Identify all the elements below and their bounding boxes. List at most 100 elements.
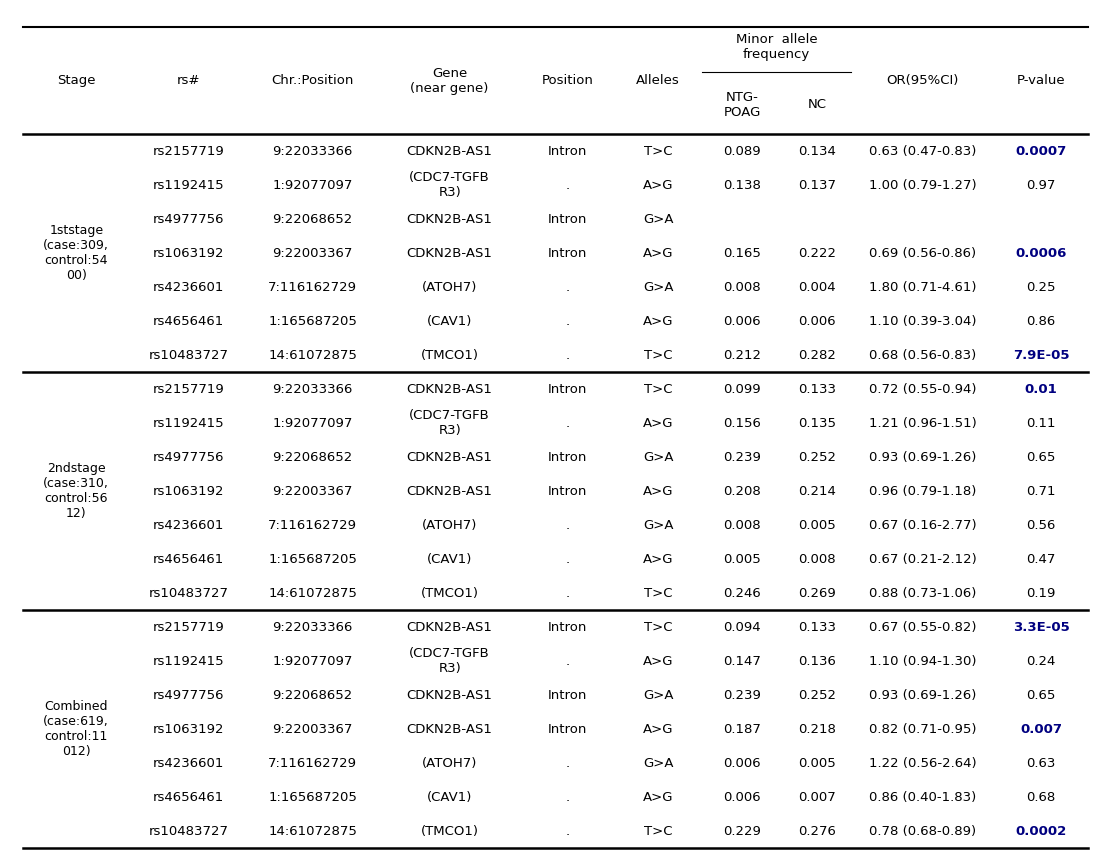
Text: 0.007: 0.007 bbox=[798, 791, 836, 804]
Text: Alleles: Alleles bbox=[636, 75, 680, 88]
Text: 0.218: 0.218 bbox=[798, 723, 836, 736]
Text: rs4236601: rs4236601 bbox=[153, 518, 224, 531]
Text: 0.67 (0.55-0.82): 0.67 (0.55-0.82) bbox=[869, 621, 977, 634]
Text: P-value: P-value bbox=[1016, 75, 1065, 88]
Text: A>G: A>G bbox=[642, 723, 673, 736]
Text: 0.0002: 0.0002 bbox=[1015, 825, 1067, 838]
Text: 0.93 (0.69-1.26): 0.93 (0.69-1.26) bbox=[869, 451, 977, 464]
Text: 1.22 (0.56-2.64): 1.22 (0.56-2.64) bbox=[869, 757, 977, 770]
Text: rs4656461: rs4656461 bbox=[153, 553, 224, 565]
Text: (CDC7-TGFB
R3): (CDC7-TGFB R3) bbox=[409, 171, 491, 199]
Text: 0.239: 0.239 bbox=[724, 688, 761, 701]
Text: 0.0007: 0.0007 bbox=[1015, 145, 1067, 158]
Text: .: . bbox=[565, 315, 570, 328]
Text: 0.56: 0.56 bbox=[1026, 518, 1056, 531]
Text: 9:22003367: 9:22003367 bbox=[273, 723, 353, 736]
Text: A>G: A>G bbox=[642, 485, 673, 498]
Text: G>A: G>A bbox=[642, 688, 673, 701]
Text: 9:22068652: 9:22068652 bbox=[273, 451, 353, 464]
Text: CDKN2B-AS1: CDKN2B-AS1 bbox=[407, 485, 493, 498]
Text: 0.97: 0.97 bbox=[1026, 179, 1056, 192]
Text: 0.72 (0.55-0.94): 0.72 (0.55-0.94) bbox=[869, 382, 977, 395]
Text: Intron: Intron bbox=[548, 485, 587, 498]
Text: rs1063192: rs1063192 bbox=[153, 485, 224, 498]
Text: A>G: A>G bbox=[642, 246, 673, 259]
Text: rs4977756: rs4977756 bbox=[153, 688, 224, 701]
Text: 0.93 (0.69-1.26): 0.93 (0.69-1.26) bbox=[869, 688, 977, 701]
Text: 0.222: 0.222 bbox=[798, 246, 836, 259]
Text: CDKN2B-AS1: CDKN2B-AS1 bbox=[407, 723, 493, 736]
Text: Position: Position bbox=[542, 75, 594, 88]
Text: 0.135: 0.135 bbox=[798, 417, 836, 430]
Text: 1.10 (0.39-3.04): 1.10 (0.39-3.04) bbox=[869, 315, 977, 328]
Text: Stage: Stage bbox=[57, 75, 96, 88]
Text: 0.006: 0.006 bbox=[724, 757, 761, 770]
Text: 0.006: 0.006 bbox=[799, 315, 836, 328]
Text: 0.006: 0.006 bbox=[724, 315, 761, 328]
Text: 0.005: 0.005 bbox=[798, 518, 836, 531]
Text: 1:92077097: 1:92077097 bbox=[273, 179, 353, 192]
Text: .: . bbox=[565, 349, 570, 362]
Text: 0.239: 0.239 bbox=[724, 451, 761, 464]
Text: CDKN2B-AS1: CDKN2B-AS1 bbox=[407, 451, 493, 464]
Text: rs10483727: rs10483727 bbox=[148, 349, 229, 362]
Text: rs2157719: rs2157719 bbox=[153, 145, 224, 158]
Text: 0.229: 0.229 bbox=[724, 825, 761, 838]
Text: 0.005: 0.005 bbox=[798, 757, 836, 770]
Text: 0.094: 0.094 bbox=[724, 621, 761, 634]
Text: 0.88 (0.73-1.06): 0.88 (0.73-1.06) bbox=[869, 587, 977, 600]
Text: 0.01: 0.01 bbox=[1024, 382, 1057, 395]
Text: rs4977756: rs4977756 bbox=[153, 212, 224, 225]
Text: 14:61072875: 14:61072875 bbox=[268, 825, 358, 838]
Text: 0.25: 0.25 bbox=[1026, 281, 1056, 294]
Text: 0.19: 0.19 bbox=[1026, 587, 1056, 600]
Text: (CAV1): (CAV1) bbox=[427, 791, 472, 804]
Text: Gene
(near gene): Gene (near gene) bbox=[410, 67, 488, 95]
Text: (ATOH7): (ATOH7) bbox=[422, 518, 477, 531]
Text: 0.008: 0.008 bbox=[724, 518, 761, 531]
Text: 0.137: 0.137 bbox=[798, 179, 836, 192]
Text: Intron: Intron bbox=[548, 621, 587, 634]
Text: 0.246: 0.246 bbox=[724, 587, 761, 600]
Text: Intron: Intron bbox=[548, 723, 587, 736]
Text: rs#: rs# bbox=[176, 75, 200, 88]
Text: Intron: Intron bbox=[548, 382, 587, 395]
Text: Intron: Intron bbox=[548, 145, 587, 158]
Text: 0.133: 0.133 bbox=[798, 621, 836, 634]
Text: CDKN2B-AS1: CDKN2B-AS1 bbox=[407, 145, 493, 158]
Text: 1:92077097: 1:92077097 bbox=[273, 417, 353, 430]
Text: T>C: T>C bbox=[644, 382, 672, 395]
Text: (ATOH7): (ATOH7) bbox=[422, 281, 477, 294]
Text: Intron: Intron bbox=[548, 246, 587, 259]
Text: 1.80 (0.71-4.61): 1.80 (0.71-4.61) bbox=[869, 281, 977, 294]
Text: 9:22033366: 9:22033366 bbox=[273, 145, 353, 158]
Text: .: . bbox=[565, 791, 570, 804]
Text: (CDC7-TGFB
R3): (CDC7-TGFB R3) bbox=[409, 648, 491, 675]
Text: 9:22003367: 9:22003367 bbox=[273, 246, 353, 259]
Text: 1:165687205: 1:165687205 bbox=[268, 791, 358, 804]
Text: A>G: A>G bbox=[642, 315, 673, 328]
Text: 0.147: 0.147 bbox=[724, 655, 761, 668]
Text: 0.86: 0.86 bbox=[1026, 315, 1056, 328]
Text: 0.138: 0.138 bbox=[724, 179, 761, 192]
Text: 0.86 (0.40-1.83): 0.86 (0.40-1.83) bbox=[869, 791, 977, 804]
Text: 0.65: 0.65 bbox=[1026, 451, 1056, 464]
Text: (TMCO1): (TMCO1) bbox=[420, 349, 478, 362]
Text: 1.00 (0.79-1.27): 1.00 (0.79-1.27) bbox=[869, 179, 977, 192]
Text: rs1063192: rs1063192 bbox=[153, 723, 224, 736]
Text: .: . bbox=[565, 518, 570, 531]
Text: rs1063192: rs1063192 bbox=[153, 246, 224, 259]
Text: rs1192415: rs1192415 bbox=[153, 655, 224, 668]
Text: 0.004: 0.004 bbox=[799, 281, 836, 294]
Text: CDKN2B-AS1: CDKN2B-AS1 bbox=[407, 246, 493, 259]
Text: A>G: A>G bbox=[642, 417, 673, 430]
Text: (CAV1): (CAV1) bbox=[427, 315, 472, 328]
Text: CDKN2B-AS1: CDKN2B-AS1 bbox=[407, 212, 493, 225]
Text: 1:92077097: 1:92077097 bbox=[273, 655, 353, 668]
Text: T>C: T>C bbox=[644, 145, 672, 158]
Text: 0.007: 0.007 bbox=[1020, 723, 1062, 736]
Text: Intron: Intron bbox=[548, 451, 587, 464]
Text: 0.63 (0.47-0.83): 0.63 (0.47-0.83) bbox=[869, 145, 977, 158]
Text: OR(95%CI): OR(95%CI) bbox=[887, 75, 959, 88]
Text: 1:165687205: 1:165687205 bbox=[268, 553, 358, 565]
